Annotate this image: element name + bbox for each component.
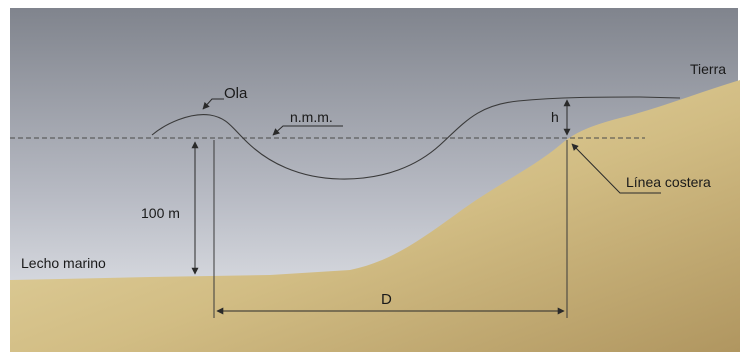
seabed-land-area [10, 80, 740, 352]
distance-label: D [381, 291, 392, 308]
land-label: Tierra [690, 61, 726, 77]
seabed-label: Lecho marino [21, 255, 106, 271]
wave-profile [151, 96, 681, 180]
wave-label-pointer [202, 98, 224, 110]
wave-label: Ola [224, 85, 248, 102]
msl-label-pointer [272, 125, 343, 136]
depth-label: 100 m [141, 205, 180, 221]
coastline-label: Línea costera [626, 174, 711, 190]
coastline-label-pointer [571, 143, 661, 194]
height-label: h [551, 109, 559, 125]
mean-sea-level-label: n.m.m. [290, 109, 333, 125]
